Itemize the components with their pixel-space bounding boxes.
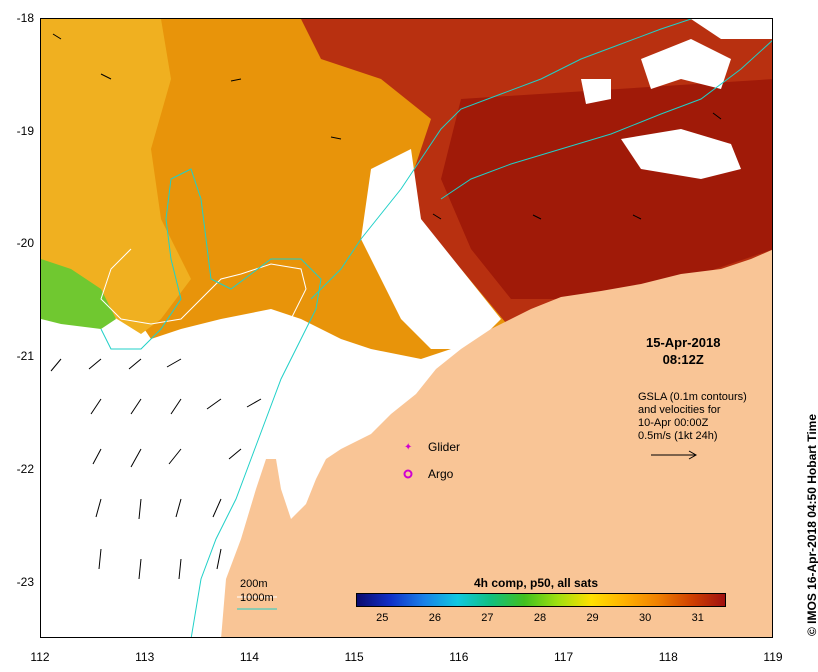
- contour-1000m-north-2: [440, 40, 772, 200]
- velocity-arrows: [50, 33, 722, 580]
- colorbar-tick-label: 29: [586, 612, 599, 624]
- x-tick-label: 114: [239, 650, 259, 664]
- colorbar-tick-label: 27: [481, 612, 494, 624]
- cloud-gap-3: [581, 79, 611, 104]
- x-tick-label: 113: [135, 650, 155, 664]
- contour-200m-label: 200m: [240, 578, 268, 590]
- contour-1000m: [100, 168, 322, 637]
- y-tick-label: -19: [16, 123, 34, 138]
- gsla-line-4: 0.5m/s (1kt 24h): [638, 430, 718, 442]
- map-canvas: ✦: [41, 19, 772, 637]
- y-tick-label: -21: [16, 349, 34, 364]
- time-text: 08:12Z: [662, 352, 704, 367]
- gsla-line-3: 10-Apr 00:00Z: [638, 417, 709, 429]
- contour-1000m-label: 1000m: [240, 592, 274, 604]
- gsla-line-2: and velocities for: [638, 404, 721, 416]
- y-tick-label: -22: [16, 461, 34, 476]
- y-tick-label: -20: [16, 236, 34, 251]
- contour-1000m-north: [310, 19, 692, 300]
- colorbar-tick-label: 25: [376, 612, 389, 624]
- colorbar-tick-label: 26: [428, 612, 441, 624]
- cloud-gap-1: [621, 129, 741, 179]
- date-time-label: 15-Apr-2018 08:12Z: [646, 334, 720, 368]
- cloud-gap-2: [641, 39, 731, 89]
- glider-marker: ✦: [404, 442, 412, 453]
- colorbar: [356, 593, 726, 607]
- y-tick-label: -18: [16, 11, 34, 25]
- glider-label: Glider: [428, 440, 461, 454]
- contour-200m: [100, 248, 307, 637]
- cloud-gap-4: [691, 19, 772, 39]
- colorbar-tick-label: 31: [691, 612, 704, 624]
- land-mass: [221, 249, 772, 637]
- argo-marker: [403, 469, 413, 479]
- sst-field-green: [41, 259, 116, 329]
- argo-label: Argo: [428, 467, 454, 481]
- x-tick-label: 118: [658, 650, 678, 664]
- sst-field-yellow: [41, 19, 191, 334]
- date-text: 15-Apr-2018: [646, 335, 721, 350]
- gsla-line-1: GSLA (0.1m contours): [638, 391, 747, 403]
- gsla-note: GSLA (0.1m contours) and velocities for …: [638, 391, 747, 443]
- x-tick-label: 115: [344, 650, 364, 664]
- y-tick-label: -23: [16, 574, 34, 589]
- colorbar-tick-label: 30: [639, 612, 652, 624]
- x-tick-label: 117: [553, 650, 574, 664]
- sst-field-dark-red: [441, 79, 772, 299]
- cloud-gap-band: [361, 149, 501, 349]
- colorbar-title: 4h comp, p50, all sats: [474, 576, 599, 590]
- sst-map: ✦: [40, 18, 773, 638]
- colorbar-tick-label: 28: [533, 612, 547, 624]
- x-tick-label: 112: [30, 650, 50, 664]
- velocity-scale-arrowhead: [688, 450, 698, 460]
- x-tick-label: 116: [449, 650, 469, 664]
- credit-text: © IMOS 16-Apr-2018 04:50 Hobart Time: [805, 413, 818, 636]
- x-tick-label: 119: [763, 650, 783, 664]
